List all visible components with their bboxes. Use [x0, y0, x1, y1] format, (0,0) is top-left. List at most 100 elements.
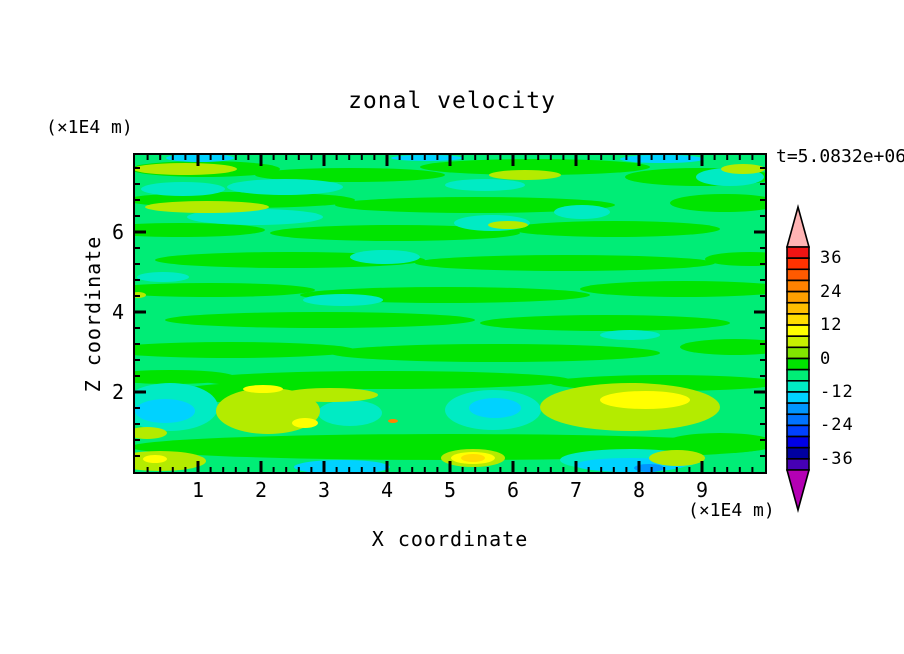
z-axis-units-label: (×1E4 m)	[46, 117, 133, 138]
colorbar-box	[786, 290, 810, 304]
colorbar-tick-label: -36	[820, 448, 854, 469]
colorbar-tick-label: 36	[820, 248, 843, 269]
contour-region-turquoise	[600, 330, 660, 340]
contour-region-turquoise	[445, 179, 525, 191]
contour-region-turquoise	[350, 250, 420, 264]
z-tick-label: 6	[111, 220, 124, 244]
contour-region-yellow	[292, 418, 318, 428]
z-tick-label: 2	[111, 380, 124, 404]
x-tick-label: 6	[506, 478, 520, 502]
x-tick-label: 2	[254, 478, 268, 502]
colorbar-tick-label: -24	[820, 415, 854, 436]
contour-region-chartreuse	[649, 450, 705, 466]
contour-region-green	[670, 194, 765, 212]
contour-region-cyan	[469, 398, 521, 418]
colorbar-box	[786, 257, 810, 271]
z-tick-label: 4	[111, 300, 124, 324]
contour-region-cyan	[135, 399, 195, 423]
x-axis-units-label: (×1E4 m)	[688, 500, 775, 521]
colorbar-box	[786, 346, 810, 360]
colorbar-box	[786, 357, 810, 371]
colorbar-box	[786, 335, 810, 349]
contour-region-turquoise	[137, 272, 189, 282]
contour-region-turquoise	[227, 179, 343, 195]
colorbar-box	[786, 391, 810, 404]
contour-region-blue	[634, 464, 664, 472]
colorbar-box	[786, 246, 810, 259]
contour-region-turquoise	[187, 209, 323, 225]
contour-region-chartreuse	[145, 201, 269, 213]
contour-region-chartreuse	[721, 164, 765, 174]
colorbar-box	[786, 279, 810, 293]
contour-region-cyan	[294, 460, 390, 472]
colorbar-box	[786, 268, 810, 282]
contour-region-green	[135, 342, 355, 358]
contour-region-cyan	[166, 155, 234, 162]
colorbar-box	[786, 446, 810, 460]
contour-region-chartreuse	[135, 163, 237, 175]
contour-region-chartreuse	[282, 388, 378, 402]
contour-region-green	[335, 197, 615, 213]
contour-region-gold	[461, 454, 485, 462]
axis-tick	[135, 155, 765, 472]
colorbar-tick-label: 12	[820, 315, 843, 336]
contour-region-yellow	[243, 385, 283, 393]
x-tick-label: 4	[380, 478, 394, 502]
contour-region-green	[135, 283, 315, 297]
contour-region-green	[415, 255, 715, 271]
colorbar-tick-label: 0	[820, 348, 832, 369]
x-tick-label: 5	[443, 478, 457, 502]
colorbar-over-arrow	[785, 203, 811, 248]
x-tick-label: 8	[632, 478, 646, 502]
contour-region-green	[510, 221, 720, 237]
contour-region-cyan	[391, 155, 463, 161]
contour-region-orange	[388, 419, 398, 423]
colorbar	[785, 203, 811, 514]
time-annotation: t=5.0832e+06	[776, 146, 904, 167]
contour-region-yellow	[143, 455, 167, 463]
colorbar-box	[786, 301, 810, 315]
colorbar-tick-label: 24	[820, 281, 843, 302]
x-tick-label: 7	[569, 478, 583, 502]
contour-region-green	[420, 159, 650, 175]
colorbar-under-arrow	[785, 469, 811, 514]
colorbar-box	[786, 458, 810, 471]
contour-field	[135, 155, 765, 472]
z-axis-title: Z coordinate	[81, 235, 105, 393]
contour-region-green	[135, 223, 265, 237]
contour-region-green	[680, 339, 765, 355]
colorbar-box	[786, 402, 810, 416]
contour-region-green	[480, 315, 730, 331]
contour-region-green	[665, 433, 765, 453]
colorbar-box	[786, 324, 810, 338]
colorbar-box	[786, 368, 810, 382]
contour-region-green	[330, 344, 660, 362]
colorbar-box	[786, 424, 810, 438]
contour-region-green	[270, 225, 520, 241]
colorbar-box	[786, 380, 810, 393]
contour-region-yellow	[600, 391, 690, 409]
colorbar-tick-label: -12	[820, 381, 854, 402]
plot-area	[133, 153, 767, 474]
contour-region-green	[255, 168, 445, 182]
contour-region-turquoise	[554, 205, 610, 219]
contour-region-green	[165, 312, 475, 328]
x-tick-label: 1	[191, 478, 205, 502]
x-tick-label: 9	[695, 478, 709, 502]
colorbar-box	[786, 435, 810, 449]
x-tick-label: 3	[317, 478, 331, 502]
contour-region-chartreuse	[488, 221, 528, 229]
colorbar-box	[786, 313, 810, 326]
colorbar-box	[786, 413, 810, 427]
contour-region-turquoise	[318, 400, 382, 426]
contour-region-cyan	[620, 155, 704, 163]
contour-region-green	[580, 281, 765, 297]
contour-region-chartreuse	[135, 427, 167, 439]
contour-region-turquoise	[141, 182, 225, 196]
contour-region-green	[705, 252, 765, 266]
x-axis-title: X coordinate	[371, 527, 529, 551]
contour-region-turquoise	[303, 294, 383, 306]
plot-title: zonal velocity	[348, 88, 556, 114]
contour-region-chartreuse	[489, 170, 561, 180]
